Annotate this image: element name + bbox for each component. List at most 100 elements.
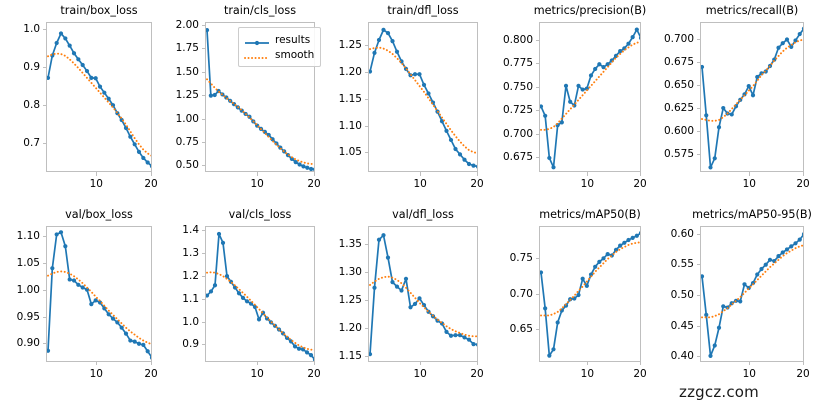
y-tick-mark [42,142,46,144]
results-marker [208,93,213,98]
results-marker [408,304,413,309]
y-tick-label: 0.65 [509,322,533,335]
plot-area [368,22,478,172]
results-marker [102,305,107,310]
y-tick-mark [201,95,205,97]
x-tick-mark [257,172,259,176]
results-marker [252,304,258,309]
results-marker [559,120,564,125]
results-marker [638,36,640,40]
results-marker [630,35,635,40]
results-marker [475,164,477,169]
x-tick-label: 20 [633,367,647,380]
y-tick-label: 0.7 [23,136,40,149]
results-marker [71,277,77,283]
results-marker [403,276,409,281]
y-tick-mark [42,343,46,345]
results-marker [119,325,124,330]
results-marker [390,39,395,44]
y-tick-label: 1.15 [338,350,362,363]
subplot-title: val/cls_loss [228,207,292,221]
x-tick-mark [151,361,152,365]
results-marker [626,41,631,46]
results-marker [613,247,619,252]
smooth-line [206,270,314,351]
results-marker [797,31,802,37]
results-marker [551,346,556,351]
y-tick-label: 1.75 [175,42,199,55]
results-marker [385,254,391,260]
y-tick-mark [535,86,539,88]
x-tick-label: 20 [633,178,647,190]
results-marker [789,243,794,248]
y-tick-mark [696,107,700,109]
y-tick-mark [201,71,205,73]
results-marker [547,155,552,161]
x-tick-mark [587,361,589,365]
results-marker [453,146,458,152]
results-marker [742,281,747,286]
results-marker [145,160,150,165]
results-marker [776,45,781,50]
y-tick-mark [696,356,700,358]
y-tick-label: 1.50 [175,65,199,78]
results-marker [47,348,51,353]
results-marker [618,49,623,54]
results-marker [605,251,610,256]
y-tick-mark [201,141,205,143]
y-tick-mark [364,98,368,100]
results-marker [630,235,635,240]
results-marker [462,334,467,340]
results-marker [801,26,803,31]
subplot-title: metrics/mAP50(B) [539,207,641,221]
x-tick-label: 10 [580,178,595,190]
results-marker [776,253,781,258]
results-marker [580,276,585,281]
y-tick-label: 1.0 [23,22,40,35]
subplot-metrics-mAP50-95-B: metrics/mAP50-95(B) 0.40 0.45 0.50 0.55 0.60 1… [652,204,815,407]
results-marker [755,271,760,277]
results-marker [471,163,476,168]
results-marker [376,37,382,43]
plot-area [205,225,315,362]
results-marker [593,66,598,72]
results-marker [457,152,463,157]
results-marker [540,269,544,275]
results-marker [597,62,602,67]
subplot-title: train/cls_loss [223,4,297,17]
results-marker [136,341,142,346]
results-marker [704,312,709,317]
legend: results smooth [238,27,322,67]
results-line [701,28,803,169]
results-marker [206,27,210,33]
x-tick-mark [420,172,422,176]
results-marker [399,287,404,293]
series-layer [540,27,640,170]
results-marker [784,246,790,252]
y-tick-mark [201,165,205,167]
y-tick-label: 0.800 [502,33,533,46]
y-tick-mark [696,153,700,155]
y-tick-label: 0.700 [502,127,533,140]
results-marker [708,165,713,170]
x-tick-label: 20 [144,178,158,190]
y-tick-label: 0.600 [663,124,694,137]
series-layer [369,232,477,356]
y-tick-label: 1.2 [182,269,199,282]
y-tick-mark [535,133,539,135]
y-tick-label: 1.10 [16,230,40,243]
y-tick-mark [201,321,205,323]
y-tick-mark [201,24,205,26]
plot-area [46,225,152,362]
results-marker [394,49,400,54]
results-marker [780,41,785,46]
results-marker [701,64,705,70]
results-marker [444,329,449,334]
results-marker [767,257,773,262]
results-marker [390,279,395,284]
subplot-title: val/dfl_loss [392,207,454,221]
y-tick-label: 0.9 [182,338,199,351]
y-tick-label: 1.25 [175,89,199,102]
results-marker [601,64,606,70]
results-marker [729,112,734,117]
